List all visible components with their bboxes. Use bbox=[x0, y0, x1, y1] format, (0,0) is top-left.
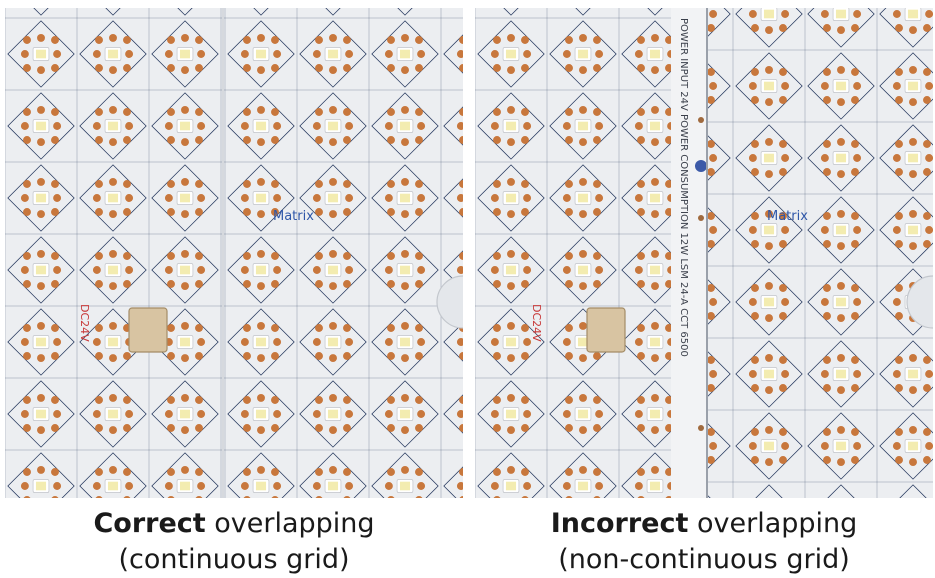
edge-print-text: POWER INPUT 24V POWER CONSUMPTION 12W LS… bbox=[678, 18, 689, 357]
caption-title: Correct overlapping bbox=[5, 506, 463, 542]
photo-correct-overlap: Matrix DC24V bbox=[5, 8, 463, 498]
connector-block bbox=[587, 308, 625, 352]
caption-rest: overlapping bbox=[206, 508, 375, 539]
caption-subtitle: (continuous grid) bbox=[5, 542, 463, 578]
board-label: Matrix bbox=[767, 209, 808, 224]
led-grid-photo-right: POWER INPUT 24V POWER CONSUMPTION 12W LS… bbox=[475, 8, 933, 498]
led-grid-photo-left: Matrix DC24V bbox=[5, 8, 463, 498]
caption-subtitle: (non-continuous grid) bbox=[475, 542, 933, 578]
strip-label: DC24V bbox=[530, 304, 543, 342]
board-label: Matrix bbox=[273, 209, 314, 224]
connector-block bbox=[129, 308, 167, 352]
caption-rest: overlapping bbox=[688, 508, 857, 539]
caption-correct: Correct overlapping (continuous grid) bbox=[5, 506, 463, 578]
photo-incorrect-overlap: POWER INPUT 24V POWER CONSUMPTION 12W LS… bbox=[475, 8, 933, 498]
strip-label: DC24V bbox=[78, 304, 91, 342]
caption-bold: Incorrect bbox=[551, 508, 689, 539]
caption-title: Incorrect overlapping bbox=[475, 506, 933, 542]
caption-bold: Correct bbox=[93, 508, 205, 539]
caption-incorrect: Incorrect overlapping (non-continuous gr… bbox=[475, 506, 933, 578]
